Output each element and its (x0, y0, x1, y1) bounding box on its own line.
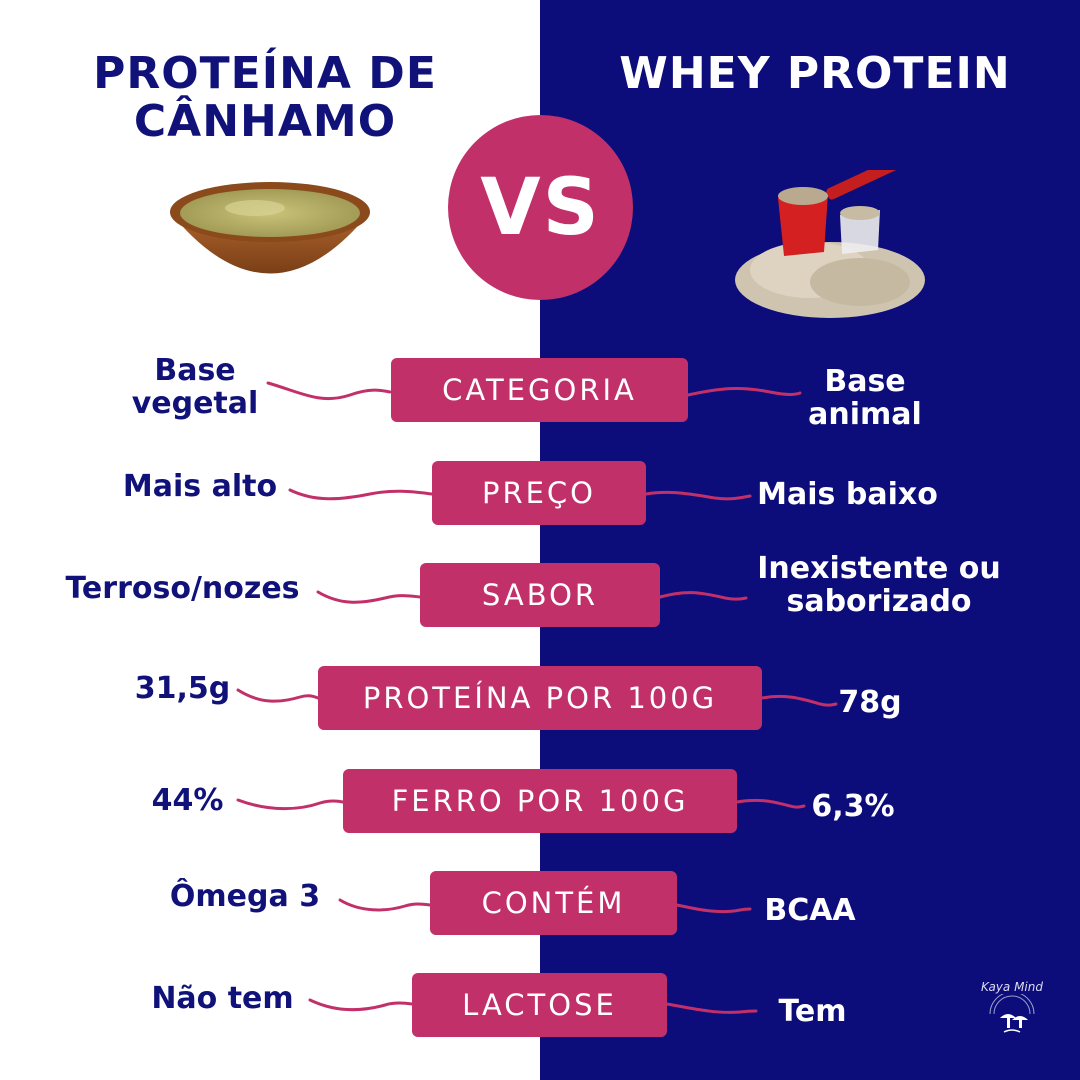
label-preco: PREÇO (432, 461, 646, 525)
value-whey-sabor: Inexistente ou saborizado (757, 551, 1001, 619)
value-hemp-proteina: 31,5g (134, 671, 231, 706)
label-ferro-por-100g: FERRO POR 100G (343, 769, 737, 833)
vs-badge: VS (448, 115, 633, 300)
value-whey-contem: BCAA (764, 893, 856, 928)
hemp-powder-bowl-image (160, 170, 380, 310)
value-hemp-lactose: Não tem (151, 981, 294, 1016)
label-contem: CONTÉM (430, 871, 677, 935)
connector-left-5 (236, 798, 345, 811)
connector-left-1 (266, 381, 392, 401)
value-hemp-preco: Mais alto (122, 469, 278, 504)
value-hemp-ferro: 44% (151, 783, 224, 818)
value-whey-proteina: 78g (838, 685, 902, 720)
brand-name: Kaya Mind (981, 980, 1043, 994)
value-hemp-contem: Ômega 3 (169, 879, 321, 914)
whey-powder-scoop-image (730, 155, 930, 325)
brand-logo: Kaya Mind (972, 980, 1052, 1047)
mushroom-logo-icon (989, 991, 1035, 1033)
connector-left-4 (236, 688, 320, 703)
value-whey-ferro: 6,3% (811, 789, 895, 824)
title-hemp-protein: PROTEÍNA DE CÂNHAMO (93, 48, 437, 147)
label-proteina-por-100g: PROTEÍNA POR 100G (318, 666, 762, 730)
value-hemp-sabor: Terroso/nozes (65, 571, 300, 606)
connector-left-3 (316, 590, 422, 604)
title-whey-protein: WHEY PROTEIN (619, 48, 1011, 99)
connector-left-2 (288, 488, 434, 501)
value-whey-preco: Mais baixo (757, 477, 938, 512)
label-lactose: LACTOSE (412, 973, 667, 1037)
value-whey-lactose: Tem (778, 994, 847, 1029)
connector-left-6 (338, 898, 432, 912)
value-hemp-categoria: Base vegetal (131, 353, 259, 421)
label-sabor: SABOR (420, 563, 660, 627)
connector-left-7 (308, 998, 414, 1012)
value-whey-categoria: Base animal (808, 364, 922, 432)
label-categoria: CATEGORIA (391, 358, 688, 422)
